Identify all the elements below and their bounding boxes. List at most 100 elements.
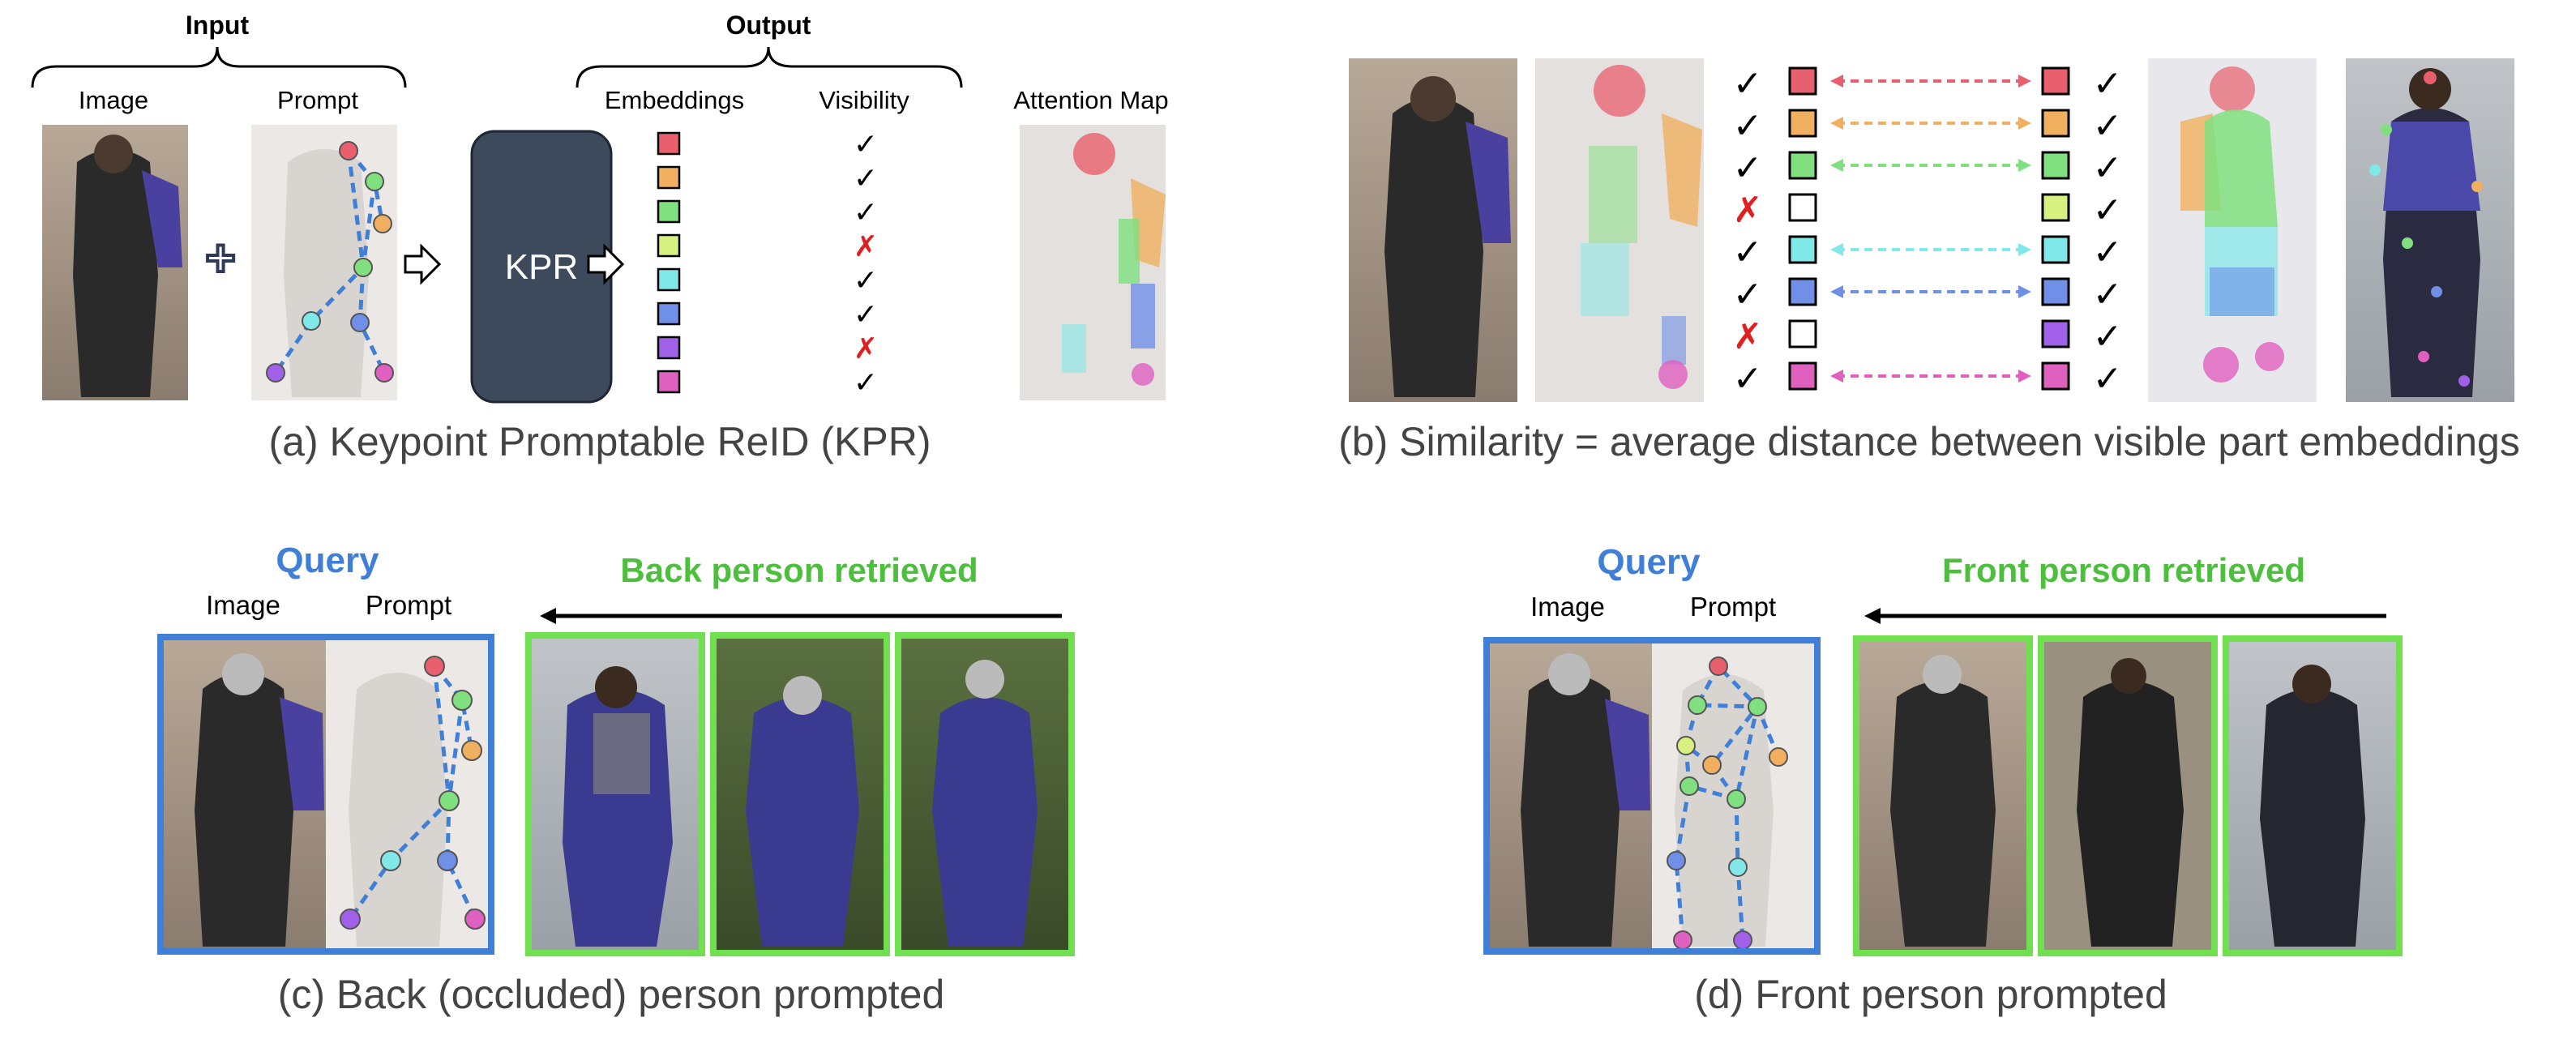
checkmark-icon: ✓	[1733, 232, 1763, 273]
cross-icon: ✗	[854, 332, 878, 366]
retrieved-label: Front person retrieved	[1942, 551, 2305, 589]
part-embedding-square	[657, 267, 681, 292]
part-embedding-square	[2041, 66, 2070, 96]
part-embedding-square	[657, 370, 681, 394]
part-embedding-square	[657, 165, 681, 190]
checkmark-icon: ✓	[1733, 105, 1763, 147]
caption-a: (a) Keypoint Promptable ReID (KPR)	[269, 419, 931, 464]
prompt-image	[251, 125, 397, 400]
part-embedding-square	[2041, 109, 2070, 138]
checkmark-icon: ✓	[2093, 148, 2123, 189]
retrieved-image	[525, 632, 705, 956]
part-embedding-square	[657, 199, 681, 224]
part-embedding-square	[1788, 277, 1817, 306]
query-visibility-column: ✓✓✓✗✓✓✗✓	[1733, 63, 1763, 400]
checkmark-icon: ✓	[1733, 148, 1763, 189]
input-image	[42, 125, 188, 400]
checkmark-icon: ✓	[854, 162, 878, 195]
checkmark-icon: ✓	[854, 264, 878, 297]
input-label: Input	[186, 11, 250, 40]
checkmark-icon: ✓	[2093, 358, 2123, 400]
part-embedding-square	[657, 131, 681, 156]
plus-icon: +	[205, 229, 235, 287]
part-embedding-square	[2041, 151, 2070, 180]
query-embeddings-column	[1788, 66, 1817, 391]
visibility-label: Visibility	[819, 86, 909, 114]
part-embedding-square	[657, 336, 681, 360]
arrow-icon	[587, 243, 625, 285]
panel-d: Query Image Prompt F	[1483, 542, 2403, 1017]
arrow-icon	[404, 243, 442, 285]
part-embedding-square	[1788, 66, 1817, 96]
gallery-visibility-column: ✓✓✓✓✓✓✓✓	[2093, 63, 2123, 400]
checkmark-icon: ✓	[1733, 274, 1763, 315]
image-label: Image	[79, 86, 148, 114]
part-embedding-square	[1788, 151, 1817, 180]
attention-map-image	[1020, 125, 1166, 400]
prompt-label: Prompt	[366, 590, 451, 620]
query-label: Query	[1597, 542, 1701, 582]
part-embedding-square	[1788, 235, 1817, 264]
cross-icon: ✗	[854, 230, 878, 263]
retrieved-image	[1853, 635, 2033, 956]
retrieved-label: Back person retrieved	[620, 551, 978, 589]
part-embedding-square	[2041, 319, 2070, 348]
checkmark-icon: ✓	[1733, 63, 1763, 105]
cross-icon: ✗	[1733, 190, 1763, 231]
part-embedding-square	[2041, 277, 2070, 306]
gallery-attention-map	[2148, 58, 2317, 402]
checkmark-icon: ✓	[854, 196, 878, 229]
checkmark-icon: ✓	[854, 298, 878, 331]
caption-c: (c) Back (occluded) person prompted	[278, 972, 945, 1017]
visibility-column: ✓✓✓✗✓✓✗✓	[854, 128, 878, 400]
query-image	[1349, 58, 1517, 402]
checkmark-icon: ✓	[854, 366, 878, 400]
panel-a: Input Image Prompt Output Embeddings Vis…	[31, 11, 1169, 464]
checkmark-icon: ✓	[2093, 63, 2123, 105]
attention-map-label: Attention Map	[1013, 86, 1168, 114]
part-embedding-square	[1788, 193, 1817, 222]
retrieved-image	[710, 632, 890, 956]
part-embedding-square	[657, 301, 681, 326]
gallery-image	[2346, 58, 2514, 402]
panel-b: ✓✓✓✗✓✓✗✓ ✓✓✓✓✓✓✓✓	[1338, 58, 2520, 464]
part-embedding-square	[1788, 361, 1817, 391]
output-brace	[576, 46, 963, 88]
retrieved-image	[895, 632, 1075, 956]
query-attention-map	[1535, 58, 1704, 402]
part-embedding-square	[2041, 193, 2070, 222]
checkmark-icon: ✓	[2093, 105, 2123, 147]
cross-icon: ✗	[1733, 316, 1763, 357]
query-label: Query	[276, 541, 379, 580]
query-box	[157, 634, 494, 955]
caption-d: (d) Front person prompted	[1694, 972, 2167, 1017]
panel-c: Query Image Prompt Back person retrieved	[157, 541, 1075, 1017]
image-label: Image	[206, 590, 280, 620]
embeddings-column	[657, 131, 681, 394]
part-embedding-square	[1788, 319, 1817, 348]
part-embedding-square	[1788, 109, 1817, 138]
image-label: Image	[1530, 592, 1605, 622]
query-box	[1483, 637, 1821, 955]
embeddings-label: Embeddings	[605, 86, 744, 114]
retrieved-image	[2223, 635, 2403, 956]
checkmark-icon: ✓	[2093, 316, 2123, 357]
output-label: Output	[726, 11, 811, 40]
checkmark-icon: ✓	[2093, 190, 2123, 231]
checkmark-icon: ✓	[2093, 232, 2123, 273]
kpr-label: KPR	[505, 247, 578, 287]
part-embedding-square	[2041, 235, 2070, 264]
input-brace	[31, 46, 407, 88]
checkmark-icon: ✓	[1733, 358, 1763, 400]
checkmark-icon: ✓	[2093, 274, 2123, 315]
prompt-label: Prompt	[277, 86, 358, 114]
retrieved-image	[2038, 635, 2218, 956]
prompt-label: Prompt	[1690, 592, 1776, 622]
gallery-embeddings-column	[2041, 66, 2070, 391]
part-embedding-square	[2041, 361, 2070, 391]
similarity-arrows	[1830, 75, 2031, 383]
part-embedding-square	[657, 233, 681, 258]
checkmark-icon: ✓	[854, 128, 878, 161]
caption-b: (b) Similarity = average distance betwee…	[1338, 419, 2520, 464]
